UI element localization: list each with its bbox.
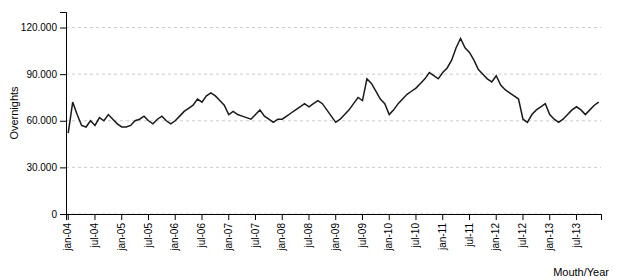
x-tick-label: jul-05 <box>143 223 154 249</box>
y-tick-label: 90.000 <box>26 69 57 80</box>
x-tick-label: jan-13 <box>544 223 555 252</box>
y-axis-line <box>60 13 67 215</box>
y-tick-mark <box>60 74 66 75</box>
x-tick-mark <box>549 214 550 220</box>
x-tick-label: jul-09 <box>357 223 368 249</box>
x-tick: jan-10 <box>383 214 394 252</box>
x-tick-label: jul-10 <box>410 223 421 249</box>
x-tick: jul-13 <box>571 214 582 248</box>
x-tick-label: jul-12 <box>517 223 528 249</box>
x-tick-mark <box>121 214 122 220</box>
x-tick: jan-09 <box>330 214 341 252</box>
x-tick: jul-11 <box>464 214 475 248</box>
x-tick-mark <box>68 214 69 220</box>
x-tick: jul-10 <box>410 214 421 248</box>
x-tick-mark <box>335 214 336 220</box>
marks <box>68 38 599 133</box>
y-axis-title: Overnights <box>8 86 20 140</box>
y-tick-mark <box>60 121 66 122</box>
x-tick-label: jul-04 <box>89 223 100 249</box>
x-tick-mark <box>94 214 95 220</box>
x-tick-label: jan-04 <box>62 223 73 252</box>
y-tick-mark <box>60 28 66 29</box>
x-tick: jan-13 <box>544 214 555 252</box>
plot-area: 030.00060.00090.000120.000jan-04jul-04ja… <box>21 13 602 252</box>
y-tick-label: 30.000 <box>26 162 57 173</box>
x-tick-mark <box>496 214 497 220</box>
x-tick: jul-07 <box>250 214 261 248</box>
x-tick-mark <box>522 214 523 220</box>
x-tick: jul-12 <box>517 214 528 248</box>
x-tick-label: jan-11 <box>437 223 448 251</box>
y-axis: 0 30.000 60.000 90.000 120.000 <box>21 13 67 220</box>
x-tick-label: jul-07 <box>250 223 261 249</box>
x-tick-mark <box>469 214 470 220</box>
y-tick: 30.000 <box>26 162 66 173</box>
x-tick-mark <box>389 214 390 220</box>
x-tick-mark <box>282 214 283 220</box>
x-tick-mark <box>415 214 416 220</box>
y-tick: 120.000 <box>21 22 66 33</box>
x-tick-label: jan-05 <box>116 223 127 252</box>
grid <box>66 28 601 214</box>
x-tick: jan-06 <box>169 214 180 252</box>
x-tick: jul-04 <box>89 214 100 248</box>
x-tick-mark <box>308 214 309 220</box>
x-tick-label: jul-11 <box>464 223 475 248</box>
x-tick: jul-09 <box>357 214 368 248</box>
x-tick-label: jul-08 <box>303 223 314 249</box>
chart: 030.00060.00090.000120.000jan-04jul-04ja… <box>0 0 617 280</box>
x-tick-mark <box>442 214 443 220</box>
x-tick: jan-05 <box>116 214 127 252</box>
x-tick: jul-06 <box>196 214 207 248</box>
y-tick-mark <box>60 214 66 215</box>
x-tick-label: jan-12 <box>490 223 501 252</box>
x-axis-title: Mouth/Year <box>553 266 609 278</box>
x-tick-mark <box>255 214 256 220</box>
x-tick: jan-08 <box>276 214 287 252</box>
grid-line <box>66 74 601 75</box>
x-tick: jul-08 <box>303 214 314 248</box>
x-tick-label: jul-13 <box>571 223 582 249</box>
x-tick: jul-05 <box>143 214 154 248</box>
y-tick: 90.000 <box>26 69 66 80</box>
x-tick-label: jan-08 <box>276 223 287 252</box>
y-tick-label: 60.000 <box>26 115 57 126</box>
x-tick-label: jan-10 <box>383 223 394 252</box>
x-axis-line <box>67 215 602 221</box>
x-tick-label: jan-07 <box>223 223 234 252</box>
x-tick-mark <box>201 214 202 220</box>
y-tick-label: 120.000 <box>21 22 58 33</box>
y-tick-label: 0 <box>51 209 57 220</box>
grid-line <box>66 27 601 28</box>
line <box>68 38 599 133</box>
x-axis: jan-04 jul-04 jan-05 jul-05 jan-06 jul-06 jan-… <box>62 214 601 252</box>
x-tick-mark <box>148 214 149 220</box>
x-tick-label: jan-09 <box>330 223 341 252</box>
y-tick: 0 <box>51 209 66 220</box>
x-tick-mark <box>362 214 363 220</box>
x-tick-label: jan-06 <box>169 223 180 252</box>
x-tick-label: jul-06 <box>196 223 207 249</box>
x-tick: jan-07 <box>223 214 234 252</box>
x-tick-mark <box>228 214 229 220</box>
x-tick-mark <box>175 214 176 220</box>
y-tick-mark <box>60 167 66 168</box>
x-tick: jan-12 <box>490 214 501 252</box>
y-tick: 60.000 <box>26 115 66 126</box>
grid-line <box>66 167 601 168</box>
x-tick: jan-11 <box>437 214 448 251</box>
x-tick: jan-04 <box>62 214 73 252</box>
x-tick-mark <box>576 214 577 220</box>
